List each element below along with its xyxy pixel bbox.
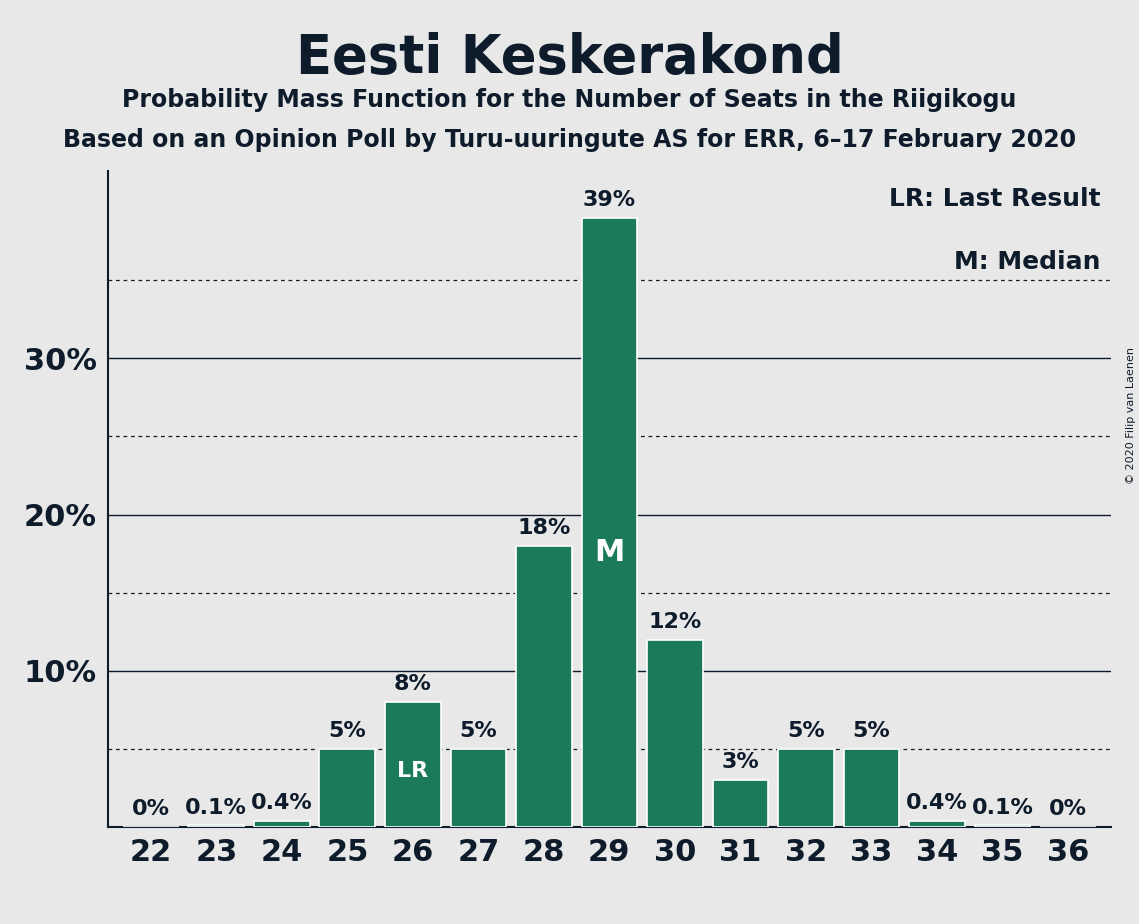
Text: M: Median: M: Median bbox=[954, 249, 1100, 274]
Text: Based on an Opinion Poll by Turu-uuringute AS for ERR, 6–17 February 2020: Based on an Opinion Poll by Turu-uuringu… bbox=[63, 128, 1076, 152]
Text: 0.1%: 0.1% bbox=[972, 797, 1033, 818]
Text: M: M bbox=[595, 539, 624, 567]
Text: 5%: 5% bbox=[787, 721, 825, 741]
Text: 18%: 18% bbox=[517, 518, 571, 538]
Text: 3%: 3% bbox=[721, 752, 760, 772]
Text: 12%: 12% bbox=[648, 612, 702, 632]
Bar bbox=[254, 821, 310, 827]
Text: 0%: 0% bbox=[132, 799, 170, 820]
Text: LR: Last Result: LR: Last Result bbox=[888, 188, 1100, 212]
Text: 0%: 0% bbox=[1049, 799, 1087, 820]
Text: 8%: 8% bbox=[394, 675, 432, 694]
Bar bbox=[713, 780, 768, 827]
Text: 5%: 5% bbox=[328, 721, 367, 741]
Text: 39%: 39% bbox=[583, 190, 636, 210]
Bar bbox=[319, 748, 375, 827]
Bar bbox=[909, 821, 965, 827]
Text: © 2020 Filip van Laenen: © 2020 Filip van Laenen bbox=[1126, 347, 1136, 484]
Bar bbox=[188, 825, 244, 827]
Bar bbox=[385, 702, 441, 827]
Text: LR: LR bbox=[398, 760, 428, 781]
Text: Eesti Keskerakond: Eesti Keskerakond bbox=[296, 32, 843, 84]
Text: 5%: 5% bbox=[852, 721, 891, 741]
Bar bbox=[975, 825, 1031, 827]
Text: 5%: 5% bbox=[459, 721, 498, 741]
Bar bbox=[844, 748, 900, 827]
Text: Probability Mass Function for the Number of Seats in the Riigikogu: Probability Mass Function for the Number… bbox=[122, 88, 1017, 112]
Bar bbox=[451, 748, 506, 827]
Text: 0.4%: 0.4% bbox=[906, 793, 968, 813]
Bar bbox=[647, 639, 703, 827]
Text: 0.1%: 0.1% bbox=[186, 797, 247, 818]
Text: 0.4%: 0.4% bbox=[251, 793, 313, 813]
Bar bbox=[778, 748, 834, 827]
Bar bbox=[582, 218, 637, 827]
Bar bbox=[516, 546, 572, 827]
